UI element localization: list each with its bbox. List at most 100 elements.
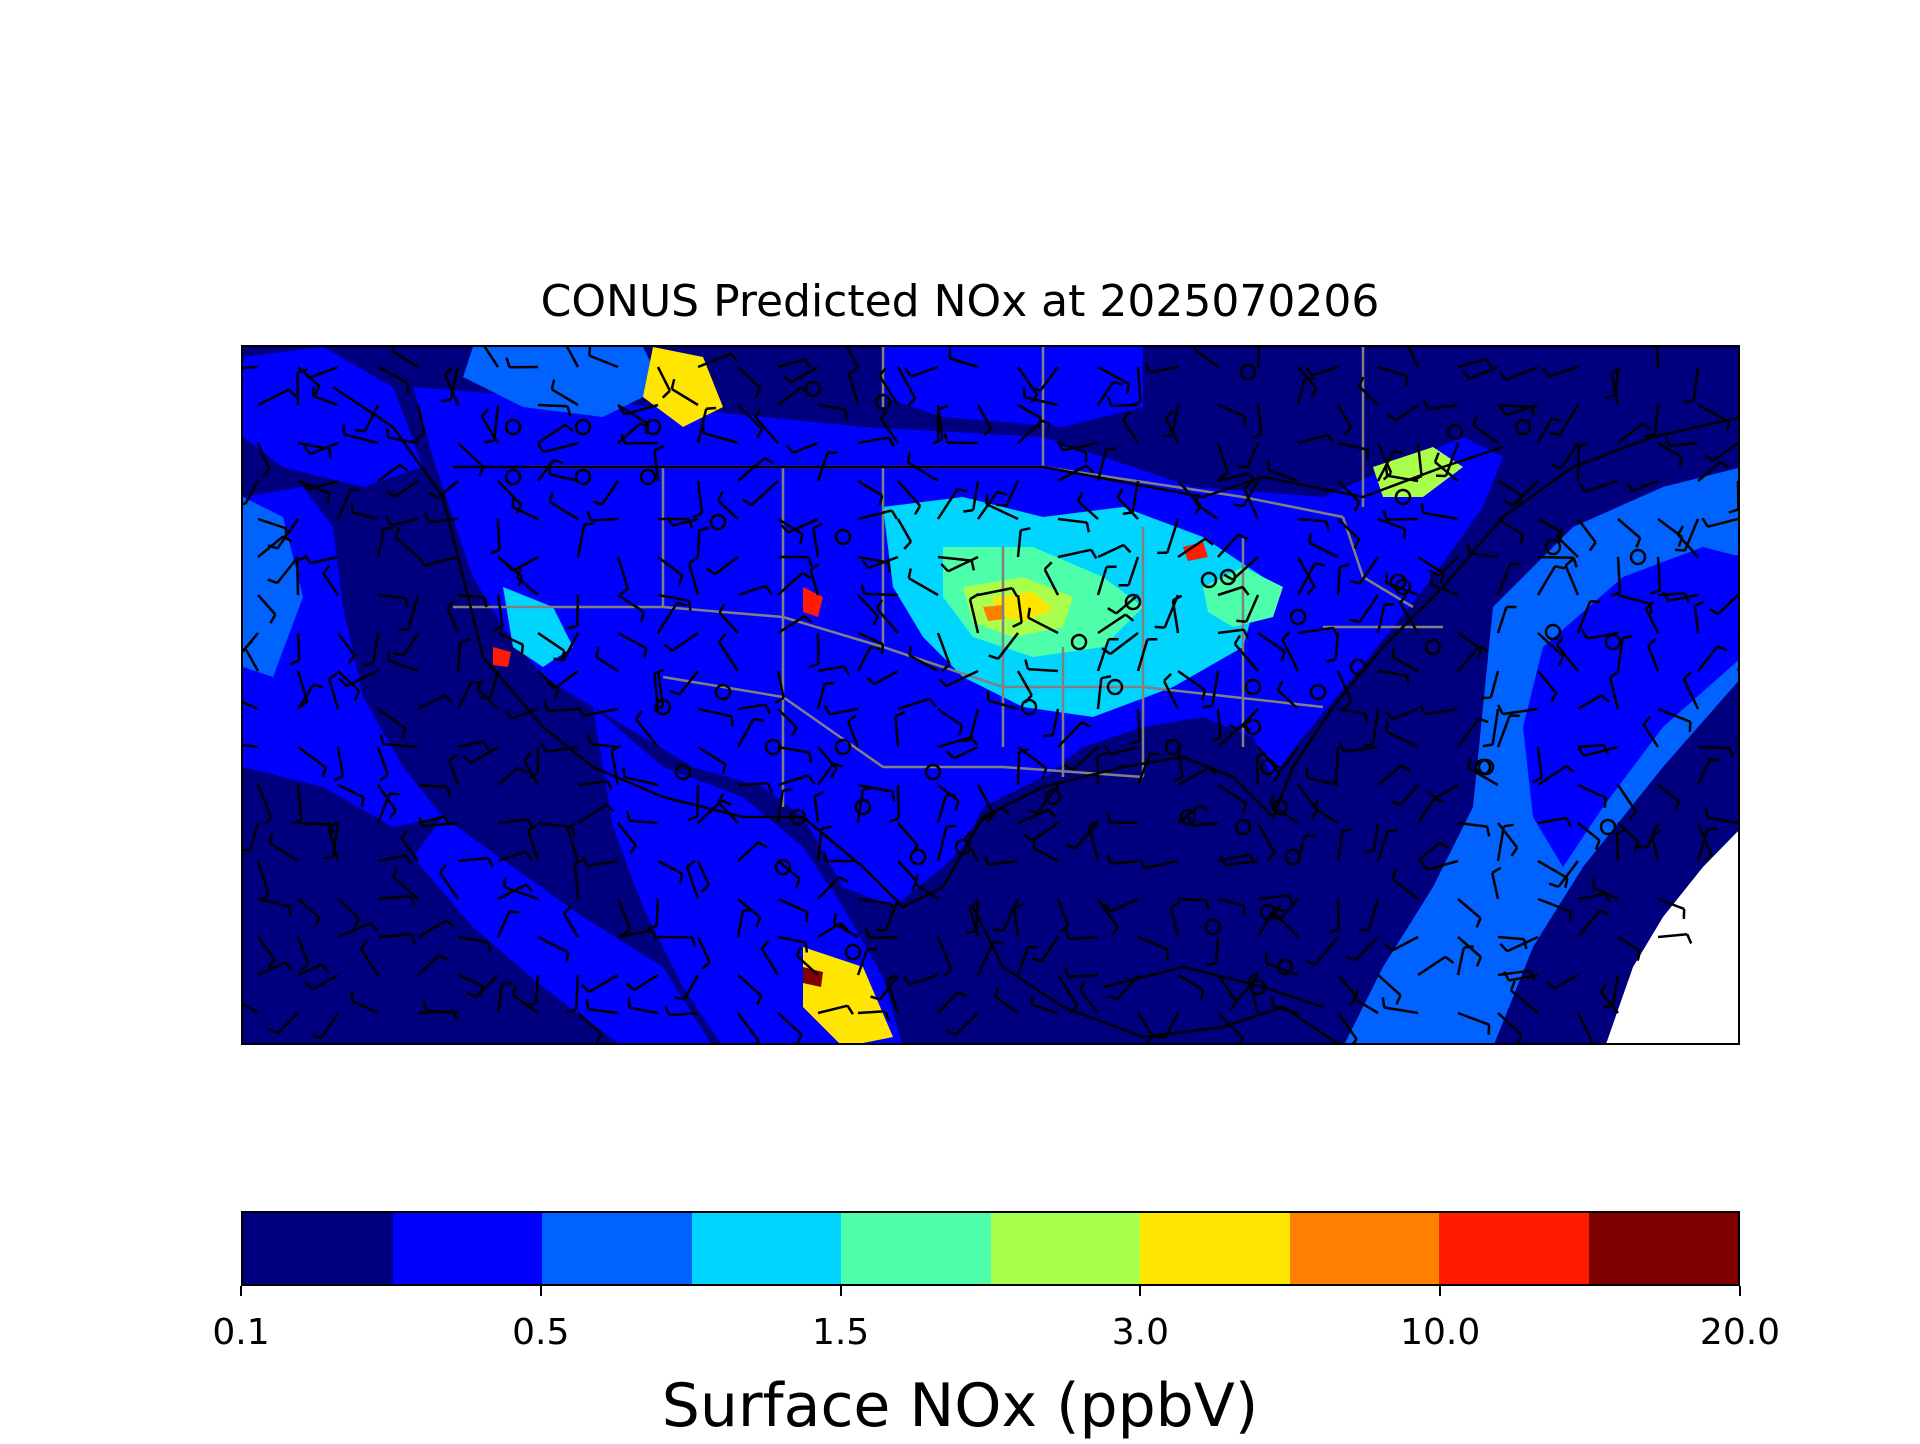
colorbar-segment (991, 1213, 1141, 1284)
plot-title: CONUS Predicted NOx at 2025070206 (0, 272, 1920, 332)
wind-barb-flag (689, 601, 690, 611)
wind-barb-flag (351, 490, 361, 491)
colorbar (241, 1211, 1740, 1286)
wind-barb (1112, 405, 1139, 406)
wind-barb-flag (876, 930, 886, 931)
wind-barb (591, 519, 618, 521)
wind-barb (298, 823, 331, 824)
wind-barb (698, 785, 699, 817)
wind-barb (1338, 899, 1339, 929)
wind-barb-flag (522, 645, 523, 655)
wind-barb-flag (363, 664, 373, 666)
wind-barb-flag (343, 424, 344, 434)
wind-barb-flag (355, 430, 365, 432)
wind-barb-flag (1464, 947, 1474, 948)
wind-barb-flag (362, 797, 363, 807)
wind-barb (298, 373, 299, 405)
wind-barb-flag (1272, 996, 1273, 1006)
wind-barb-flag (806, 912, 807, 922)
wind-barb-flag (629, 998, 630, 1008)
wind-barb (858, 1011, 886, 1013)
wind-barb-flag (1727, 421, 1729, 431)
wind-barb-flag (870, 647, 880, 649)
colorbar-tick-label: 1.5 (771, 1310, 911, 1356)
wind-barb (498, 519, 499, 550)
wind-barb-flag (513, 497, 514, 507)
wind-barb-flag (1483, 745, 1493, 747)
wind-barb-flag (323, 857, 333, 859)
wind-barb (1738, 642, 1740, 671)
wind-barb (738, 783, 768, 785)
wind-barb-flag (352, 502, 353, 512)
wind-barb-flag (1342, 829, 1352, 831)
wind-barb-flag (910, 646, 912, 656)
wind-barb (1738, 694, 1740, 709)
wind-barb-flag (1706, 808, 1707, 818)
wind-barb (1738, 347, 1740, 367)
wind-barb-flag (996, 505, 1006, 506)
wind-barb-flag (1481, 698, 1491, 699)
wind-barb-flag (1043, 735, 1053, 736)
wind-barb-flag (390, 794, 400, 795)
wind-barb-flag (351, 991, 352, 1001)
wind-barb-flag (502, 983, 512, 985)
wind-barb-flag (554, 659, 564, 661)
wind-barb-flag (1033, 838, 1035, 848)
wind-barb-flag (1238, 466, 1248, 467)
colorbar-segment (841, 1213, 991, 1284)
colorbar-tick (1439, 1286, 1441, 1296)
wind-barb (1538, 557, 1574, 558)
wind-barb-flag (1155, 627, 1165, 628)
wind-barb-flag (882, 644, 883, 654)
wind-barb-flag (825, 683, 835, 684)
wind-barb-flag (1167, 950, 1168, 960)
wind-barb-flag (587, 999, 589, 1009)
wind-barb-flag (680, 874, 682, 884)
wind-barb (657, 899, 659, 926)
wind-barb-flag (624, 767, 625, 777)
wind-barb-flag (893, 792, 894, 802)
wind-barb-flag (1024, 387, 1025, 397)
wind-barb-flag (1407, 676, 1409, 686)
colorbar-tick-label: 3.0 (1070, 1310, 1210, 1356)
wind-barb-flag (889, 563, 890, 573)
wind-barb-flag (384, 528, 394, 529)
wind-barb-flag (1155, 1036, 1165, 1038)
wind-barb (1658, 594, 1685, 596)
colorbar-tick-label: 0.5 (471, 1310, 611, 1356)
wind-barb-flag (1106, 448, 1116, 449)
wind-barb-flag (488, 942, 489, 952)
wind-barb-flag (1244, 417, 1245, 427)
wind-barb (1018, 752, 1019, 785)
wind-barb (1738, 633, 1740, 658)
wind-barb (1578, 446, 1579, 481)
wind-barb-flag (1684, 400, 1694, 402)
wind-barb (1698, 747, 1730, 748)
wind-barb (1257, 757, 1258, 785)
colorbar-tick (240, 1286, 242, 1296)
wind-barb-flag (1384, 604, 1394, 605)
wind-barb (1068, 975, 1098, 977)
wind-barb-flag (1638, 847, 1648, 848)
colorbar-label: Surface NOx (ppbV) (0, 1368, 1920, 1444)
colorbar-tick-label: 10.0 (1370, 1310, 1510, 1356)
wind-barb-flag (963, 510, 973, 512)
colorbar-segment (1140, 1213, 1290, 1284)
wind-barb-flag (1305, 378, 1315, 379)
wind-barb-flag (1510, 715, 1520, 716)
wind-barb-flag (1710, 759, 1720, 760)
wind-barb-flag (1593, 877, 1594, 887)
wind-barb-flag (1383, 998, 1385, 1008)
wind-barb (625, 443, 658, 444)
wind-barb-flag (845, 409, 847, 419)
wind-barb-flag (549, 464, 550, 474)
wind-barb-flag (509, 912, 519, 913)
wind-barb-flag (1203, 706, 1213, 708)
wind-barb-flag (1431, 574, 1432, 584)
wind-barb (698, 530, 699, 557)
colorbar-segment (1439, 1213, 1589, 1284)
wind-barb-flag (1489, 1025, 1490, 1035)
wind-barb-flag (1675, 550, 1685, 551)
wind-barb-flag (863, 788, 873, 790)
wind-barb (538, 405, 568, 406)
